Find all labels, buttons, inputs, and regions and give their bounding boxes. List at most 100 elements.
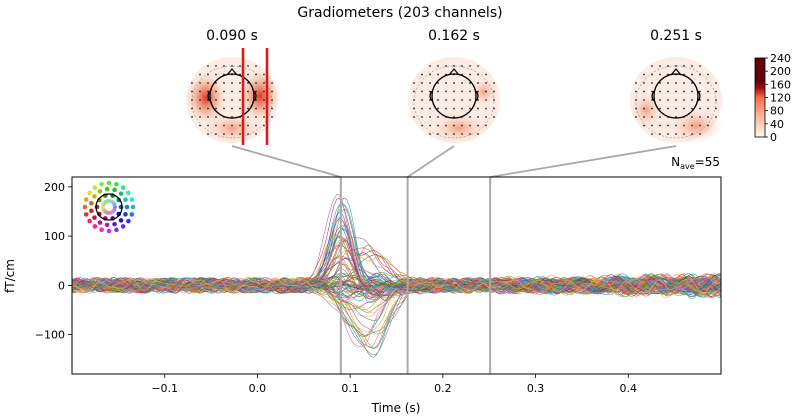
sensor-dot [651, 65, 653, 67]
topomap-connectors [231, 145, 677, 178]
sensor-dot [247, 82, 249, 84]
sensor-dot [223, 133, 225, 135]
sensor-legend-dot [123, 197, 128, 202]
sensor-dot [207, 82, 209, 84]
sensor-dot [469, 65, 471, 67]
sensor-dot [651, 116, 653, 118]
colorbar-bar [754, 57, 766, 138]
sensor-dot [643, 73, 645, 76]
sensor-dot [239, 133, 241, 135]
topomap-connector [489, 145, 677, 178]
x-tick-label: 0.2 [434, 382, 452, 395]
sensor-dot [429, 73, 431, 76]
sensor-dot [223, 65, 225, 67]
sensor-dot [215, 65, 217, 67]
sensor-dot [477, 90, 479, 93]
sensor-dot [271, 107, 273, 110]
sensor-dot [699, 124, 701, 127]
sensor-dot [215, 116, 217, 118]
sensor-dot [675, 99, 677, 101]
sensor-legend-dot [118, 191, 124, 196]
sensor-dot [191, 116, 193, 118]
topomap-hotspot [431, 112, 487, 144]
sensor-dot [191, 90, 193, 93]
sensor-dot [223, 107, 225, 110]
sensor-legend-dot [99, 227, 104, 233]
sensor-dot [199, 82, 201, 84]
sensor-dot [699, 65, 701, 67]
sensor-legend-head [95, 193, 123, 221]
sensor-dot [469, 124, 471, 127]
sensor-dot [675, 107, 677, 110]
sensor-dot [707, 73, 709, 76]
channel-trace [72, 277, 721, 314]
time-marker-lines [339, 177, 492, 374]
topomap: 0.251 s [630, 28, 724, 144]
sensor-dot [643, 107, 645, 110]
sensor-dot [437, 99, 439, 101]
sensor-dot [469, 90, 471, 93]
channel-trace [72, 194, 721, 298]
colorbar-tick-label: 80 [770, 105, 784, 118]
sensor-dot [485, 124, 487, 127]
sensor-dot [469, 82, 471, 84]
sensor-legend-dot [92, 185, 98, 190]
sensor-dot [707, 116, 709, 118]
sensor-legend-dot [89, 208, 94, 214]
colorbar-tick-label: 40 [770, 118, 784, 131]
sensor-dot [707, 90, 709, 93]
sensor-dot [231, 65, 233, 67]
sensor-dot [675, 90, 677, 93]
sensor-legend-dot [97, 220, 103, 225]
sensor-dot [239, 82, 241, 84]
sensor-legend-dot [87, 218, 92, 224]
sensor-dot [485, 73, 487, 76]
y-tick-label: 200 [44, 181, 65, 194]
sensor-dot [247, 90, 249, 93]
sensor-dot [437, 133, 439, 135]
sensor-dot [651, 107, 653, 110]
sensor-dot [247, 124, 249, 127]
topomap-contour [635, 65, 717, 139]
sensor-legend-dot [97, 189, 103, 194]
sensor-dot [247, 133, 249, 135]
sensor-dot [659, 90, 661, 93]
sensor-dot [707, 124, 709, 127]
sensor-dot [707, 99, 709, 101]
sensor-dot [707, 107, 709, 110]
sensor-dot [691, 133, 693, 135]
sensor-dot [635, 90, 637, 93]
sensor-dot [699, 107, 701, 110]
sensor-dot [271, 90, 273, 93]
sensor-dot [263, 73, 265, 76]
sensor-dot [691, 99, 693, 101]
sensor-dot [453, 133, 455, 135]
sensor-legend-dot [94, 204, 100, 210]
sensor-dot [191, 99, 193, 101]
sensor-dot [715, 90, 717, 93]
channel-trace [72, 273, 721, 299]
sensor-dot [215, 73, 217, 76]
sensor-dot [231, 107, 233, 110]
sensor-dot [231, 133, 233, 135]
sensor-dot [635, 82, 637, 84]
sensor-dot [469, 99, 471, 101]
sensor-dot [445, 65, 447, 67]
sensor-dot [199, 73, 201, 76]
sensor-legend-dot [118, 218, 124, 223]
sensor-dot [207, 133, 209, 135]
sensor-legend-dot [123, 212, 128, 217]
topomap-time-label: 0.162 s [428, 28, 480, 44]
sensor-dot [239, 90, 241, 93]
sensor-dot [691, 124, 693, 127]
nave-label: Nave=55 [671, 155, 720, 171]
sensor-dot [215, 82, 217, 84]
sensor-legend-dot [126, 218, 131, 224]
sensor-dot [651, 73, 653, 76]
sensor-dot [493, 90, 495, 93]
sensor-dot [421, 116, 423, 118]
sensor-color-legend [82, 180, 136, 234]
sensor-dot [699, 82, 701, 84]
sensor-dot [207, 73, 209, 76]
sensor-dot [421, 124, 423, 127]
